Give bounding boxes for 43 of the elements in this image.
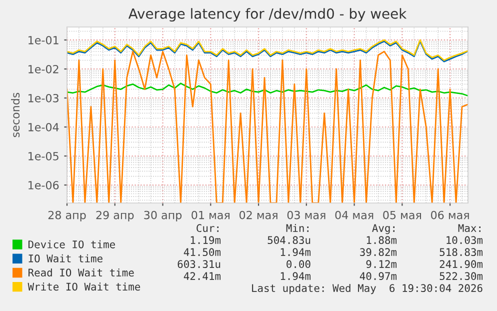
chart-title: Average latency for /dev/md0 - by week [128,8,407,22]
x-tick-label: 02 мая [239,210,278,220]
y-tick-label: 1e-02 [28,64,58,74]
text: Min: [286,224,308,232]
x-tick-label: 03 мая [287,210,326,220]
text: 42.41m [184,272,221,280]
text: 0.00 [286,260,310,268]
text: 522.30m [440,272,483,280]
text: 9.12m [366,260,397,268]
text: 40.97m [360,272,397,280]
text: 603.31u [178,260,220,268]
y-tick-label: 1e-06 [28,180,59,190]
y-tick-label: 1e-05 [28,152,58,160]
text: 41.50m [184,248,221,256]
text: Max: [458,224,480,232]
legend-label: Read IO Wait time [28,268,134,277]
y-tick-label: 1e-03 [28,94,58,102]
y-tick-label: 1e-01 [28,36,58,44]
text: 1.94m [280,248,311,256]
x-tick-label: 28 апр [48,210,86,222]
x-tick-label: 30 апр [144,210,182,222]
y-axis-title: seconds [11,92,20,138]
text: 241.90m [440,260,483,268]
text: Avg: [372,224,394,234]
text: 39.82m [360,248,397,256]
legend-label: Write IO Wait time [28,282,140,291]
x-tick-label: 29 апр [96,210,134,222]
text: 10.03m [446,236,483,244]
line-series [67,82,468,96]
text: Cur: [196,224,218,232]
y-tick-label: 1e-04 [28,122,59,132]
legend-label: Device IO time [28,240,115,248]
text: 504.83u [268,236,310,244]
x-tick-label: 04 мая [335,210,374,220]
text: 1.88m [366,236,397,244]
text: 1.94m [280,272,311,280]
text: Last update: Wed May 6 19:30:04 2026 [252,284,482,294]
legend-label: IO Wait time [28,254,102,262]
x-tick-label: 05 мая [383,210,421,220]
x-tick-label: 01 мая [192,210,230,220]
x-tick-label: 06 мая [431,210,469,220]
text: 518.83m [440,248,483,256]
text: 1.19m [190,236,221,244]
